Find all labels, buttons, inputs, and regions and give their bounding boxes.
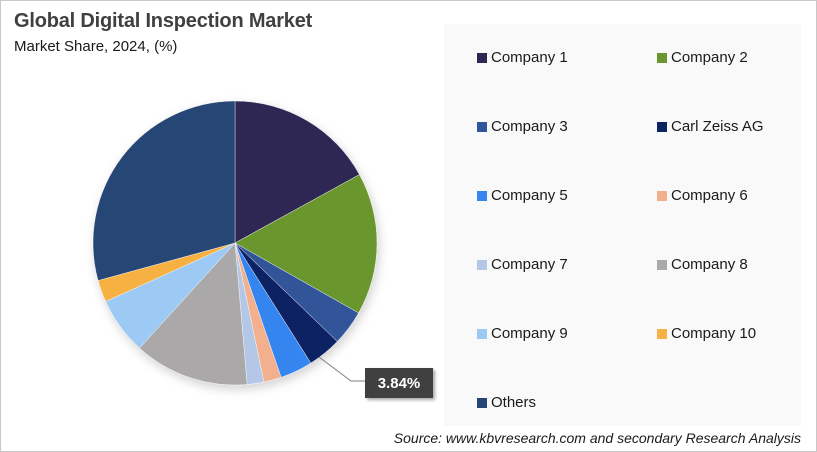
pie-slice-company-8 bbox=[139, 242, 248, 386]
legend-label: Company 1 bbox=[491, 49, 568, 66]
legend-label: Company 3 bbox=[491, 118, 568, 135]
pie-slice-company-1 bbox=[234, 100, 360, 244]
legend-swatch-icon bbox=[657, 328, 667, 339]
pie-chart bbox=[92, 100, 378, 386]
legend-item-company-2: Company 2 bbox=[657, 49, 748, 66]
legend-label: Company 8 bbox=[671, 256, 748, 273]
legend-item-company-10: Company 10 bbox=[657, 325, 756, 342]
pie-slice-company-2 bbox=[234, 174, 378, 314]
legend-item-company-3: Company 3 bbox=[477, 118, 568, 135]
legend-label: Company 10 bbox=[671, 325, 757, 342]
chart-title: Global Digital Inspection Market bbox=[14, 10, 313, 32]
legend-label: Others bbox=[491, 394, 537, 411]
data-label-carl-zeiss: 3.84% bbox=[365, 368, 433, 398]
legend-label: Company 5 bbox=[491, 187, 568, 204]
legend-swatch-icon bbox=[477, 52, 487, 63]
legend-swatch-icon bbox=[477, 121, 487, 132]
legend-label: Company 6 bbox=[671, 187, 748, 204]
legend-swatch-icon bbox=[657, 121, 667, 132]
legend bbox=[444, 24, 801, 426]
legend-label: Carl Zeiss AG bbox=[671, 118, 764, 135]
legend-item-carl-zeiss-ag: Carl Zeiss AG bbox=[657, 118, 764, 135]
legend-label: Company 7 bbox=[491, 256, 568, 273]
legend-item-company-6: Company 6 bbox=[657, 187, 748, 204]
legend-item-others: Others bbox=[477, 394, 536, 411]
legend-swatch-icon bbox=[477, 190, 487, 201]
legend-label: Company 2 bbox=[671, 49, 748, 66]
legend-item-company-9: Company 9 bbox=[477, 325, 568, 342]
legend-item-company-5: Company 5 bbox=[477, 187, 568, 204]
callout-leader-line bbox=[318, 356, 365, 382]
legend-swatch-icon bbox=[657, 52, 667, 63]
legend-swatch-icon bbox=[477, 328, 487, 339]
legend-swatch-icon bbox=[657, 190, 667, 201]
legend-swatch-icon bbox=[477, 259, 487, 270]
legend-swatch-icon bbox=[477, 397, 487, 408]
legend-item-company-8: Company 8 bbox=[657, 256, 748, 273]
legend-item-company-7: Company 7 bbox=[477, 256, 568, 273]
legend-swatch-icon bbox=[657, 259, 667, 270]
pie-slice-others bbox=[92, 100, 236, 281]
source-note: Source: www.kbvresearch.com and secondar… bbox=[393, 430, 801, 446]
legend-item-company-1: Company 1 bbox=[477, 49, 568, 66]
chart-subtitle: Market Share, 2024, (%) bbox=[14, 38, 178, 55]
legend-label: Company 9 bbox=[491, 325, 568, 342]
